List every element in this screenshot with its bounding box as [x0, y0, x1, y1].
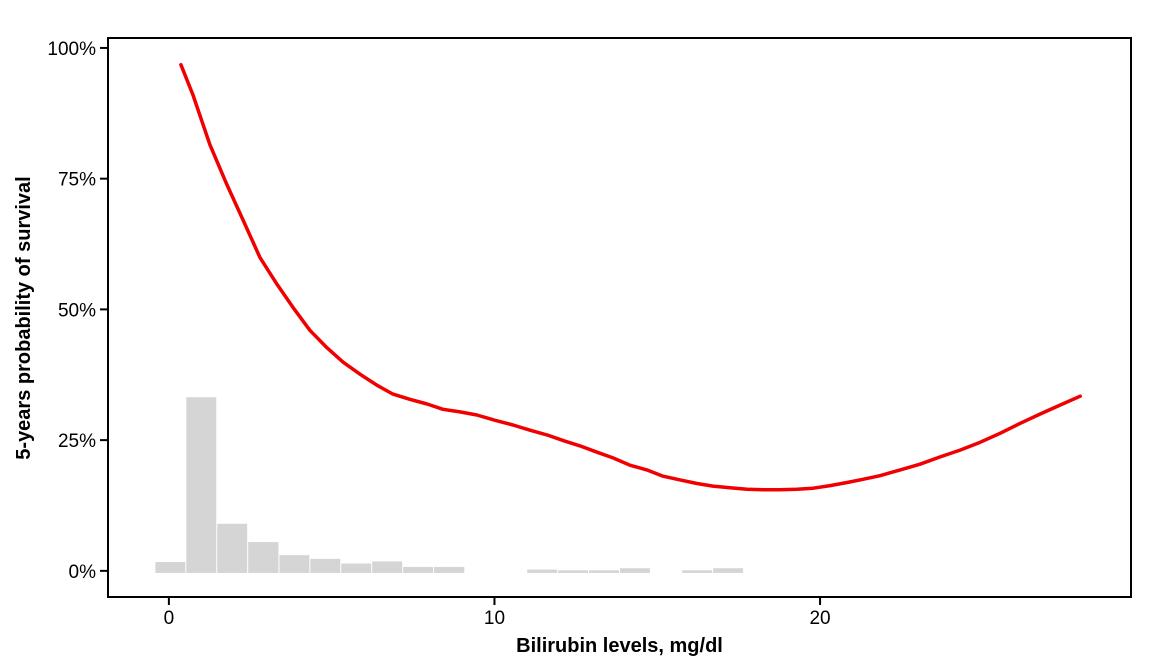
- histogram-bar: [682, 570, 713, 573]
- y-tick-label: 75%: [58, 170, 96, 191]
- histogram-bar: [341, 563, 372, 573]
- histogram-bar: [434, 566, 465, 573]
- histogram-bar: [155, 561, 186, 573]
- x-tick-label: 10: [484, 608, 505, 629]
- histogram-bar: [279, 555, 310, 573]
- y-axis-title: 5-years probability of survival: [13, 176, 35, 460]
- histogram-bar: [372, 561, 403, 573]
- survival-curve: [179, 62, 1082, 492]
- x-axis-title: Bilirubin levels, mg/dl: [516, 635, 723, 657]
- y-tick-label: 100%: [47, 39, 96, 60]
- y-tick-label: 0%: [69, 562, 97, 583]
- histogram-bar: [186, 397, 217, 573]
- histogram-bar: [589, 570, 619, 573]
- histogram-bar: [248, 542, 279, 573]
- panel-border: [107, 37, 1132, 598]
- histogram-bar: [527, 569, 558, 573]
- histogram-bar: [310, 558, 341, 573]
- y-tick-label: 25%: [58, 431, 96, 452]
- y-tick-label: 50%: [58, 300, 96, 321]
- histogram-bar: [713, 568, 744, 573]
- x-tick-label: 0: [164, 608, 175, 629]
- x-tick-label: 20: [809, 608, 830, 629]
- histogram-bar: [217, 523, 248, 573]
- histogram-bar: [620, 568, 650, 573]
- histogram-bar: [403, 566, 434, 573]
- histogram-bar: [558, 570, 589, 573]
